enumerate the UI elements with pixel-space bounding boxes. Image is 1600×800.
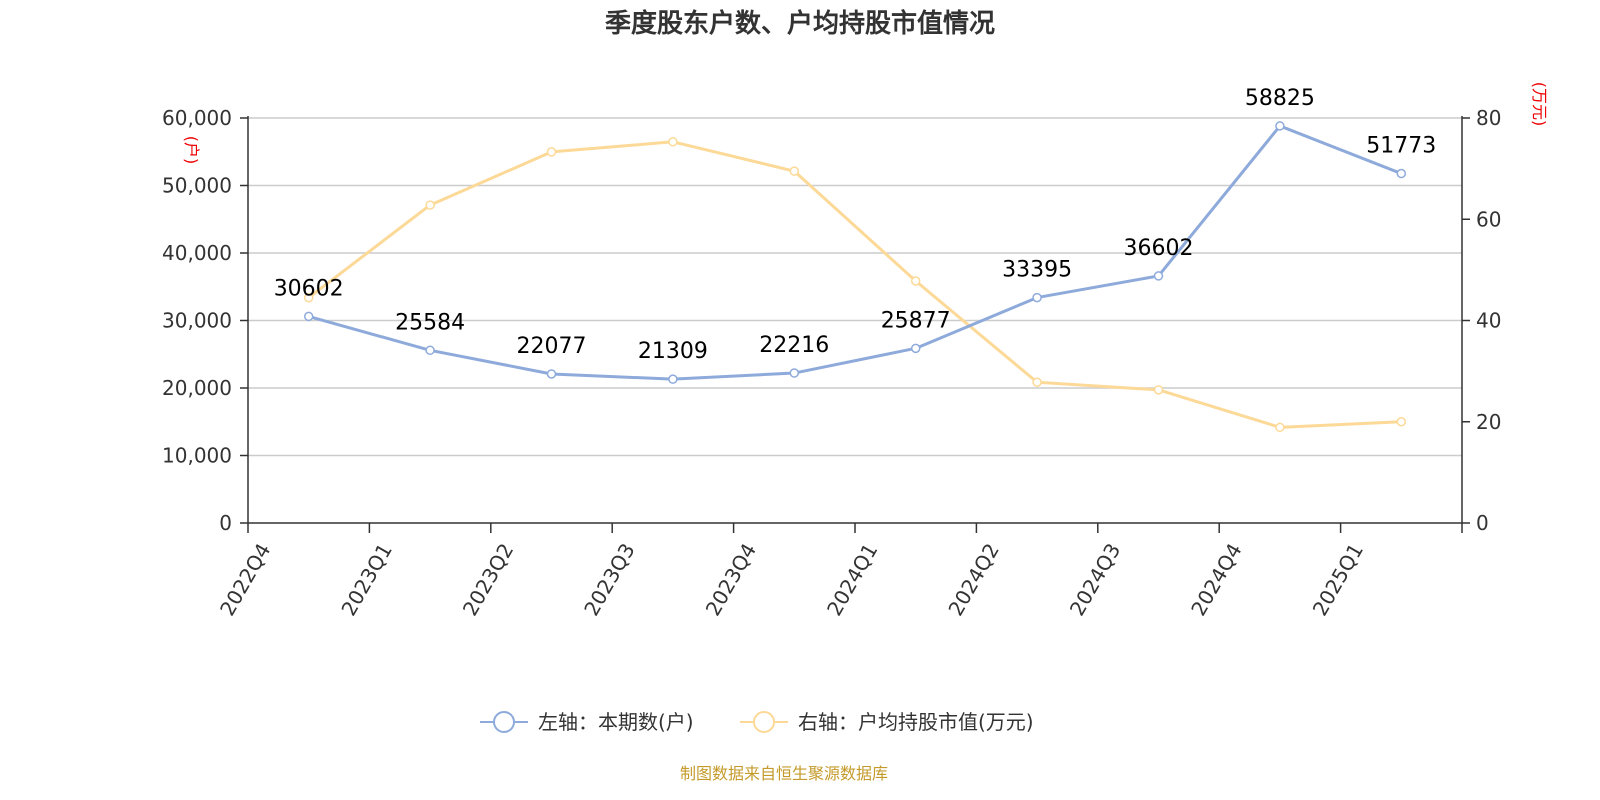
legend-item-avg-holding-value[interactable]: 右轴：户均持股市值(万元) (740, 710, 1034, 734)
point-avg-holding-value[interactable] (910, 276, 921, 286)
right-tick-label: 60 (1476, 207, 1501, 231)
data-label-households: 51773 (1366, 134, 1436, 159)
legend-item-households[interactable]: 左轴：本期数(户) (480, 710, 694, 734)
point-households[interactable] (668, 374, 678, 384)
left-axis-unit: (户) (182, 136, 201, 165)
data-label-households: 30602 (274, 276, 344, 301)
x-tick-label: 2024Q1 (822, 539, 882, 620)
x-tick-label: 2024Q4 (1186, 539, 1246, 620)
point-households[interactable] (1396, 168, 1407, 179)
point-households[interactable] (425, 345, 435, 356)
series-line-households (308, 124, 1402, 381)
x-tick-label: 2024Q3 (1065, 539, 1125, 620)
chart-title: 季度股东户数、户均持股市值情况 (605, 8, 995, 39)
point-avg-holding-value[interactable] (1275, 422, 1285, 433)
left-tick-label: 50,000 (162, 174, 232, 198)
series-layer (303, 121, 1407, 433)
point-households[interactable] (910, 343, 921, 354)
point-avg-holding-value[interactable] (303, 292, 314, 303)
point-households[interactable] (1153, 271, 1164, 281)
point-households[interactable] (1275, 121, 1285, 131)
left-tick-label: 40,000 (162, 241, 232, 265)
left-tick-label: 30,000 (162, 309, 232, 333)
legend-label-avg-holding-value: 右轴：户均持股市值(万元) (798, 710, 1034, 734)
point-households[interactable] (303, 311, 314, 322)
point-avg-holding-value[interactable] (425, 200, 435, 210)
x-tick-label: 2022Q4 (215, 539, 275, 620)
right-axis-unit: (万元) (1530, 82, 1549, 127)
left-tick-label: 0 (219, 511, 232, 535)
grid-lines (248, 117, 1462, 457)
point-avg-holding-value[interactable] (1396, 417, 1407, 427)
point-households[interactable] (546, 369, 557, 379)
data-label-households: 22077 (517, 334, 587, 359)
data-label-households: 22216 (759, 333, 829, 358)
point-avg-holding-value[interactable] (546, 147, 557, 157)
right-tick-label: 0 (1476, 511, 1489, 535)
x-tick-label: 2023Q3 (579, 539, 639, 620)
right-tick-label: 20 (1476, 410, 1501, 434)
data-label-households: 58825 (1245, 86, 1315, 111)
right-tick-label: 40 (1476, 309, 1501, 333)
data-label-households: 21309 (638, 339, 708, 364)
point-households[interactable] (1032, 292, 1042, 303)
x-tick-label: 2025Q1 (1308, 539, 1368, 620)
point-avg-holding-value[interactable] (789, 166, 800, 176)
data-label-households: 33395 (1002, 258, 1072, 283)
x-tick-label: 2023Q1 (336, 539, 396, 620)
legend-marker-households (493, 711, 515, 733)
x-tick-label: 2023Q2 (458, 539, 518, 620)
data-label-households: 36602 (1124, 236, 1194, 261)
axes: 0 10,000 20,000 30,000 40,000 50,000 60,000 0 20… (162, 106, 1501, 620)
point-avg-holding-value[interactable] (1032, 377, 1042, 388)
left-tick-label: 60,000 (162, 106, 232, 130)
data-label-households: 25584 (395, 310, 465, 335)
legend[interactable]: 左轴：本期数(户) 右轴：户均持股市值(万元) (480, 710, 1034, 734)
legend-label-households: 左轴：本期数(户) (538, 710, 694, 734)
data-source-note: 制图数据来自恒生聚源数据库 (680, 764, 888, 783)
left-tick-label: 20,000 (162, 376, 232, 400)
point-avg-holding-value[interactable] (668, 137, 678, 147)
point-households[interactable] (789, 368, 800, 378)
data-labels: 30602 25584 22077 21309 22216 25877 33395 36602… (274, 86, 1437, 364)
point-avg-holding-value[interactable] (1153, 385, 1164, 395)
data-label-households: 25877 (881, 308, 951, 333)
x-tick-label: 2023Q4 (701, 539, 761, 620)
legend-marker-avg-holding-value (753, 711, 775, 733)
right-tick-label: 80 (1476, 106, 1501, 130)
x-tick-label: 2024Q2 (943, 539, 1003, 620)
left-tick-label: 10,000 (162, 444, 232, 468)
series-line-avg-holding-value (307, 140, 1402, 429)
